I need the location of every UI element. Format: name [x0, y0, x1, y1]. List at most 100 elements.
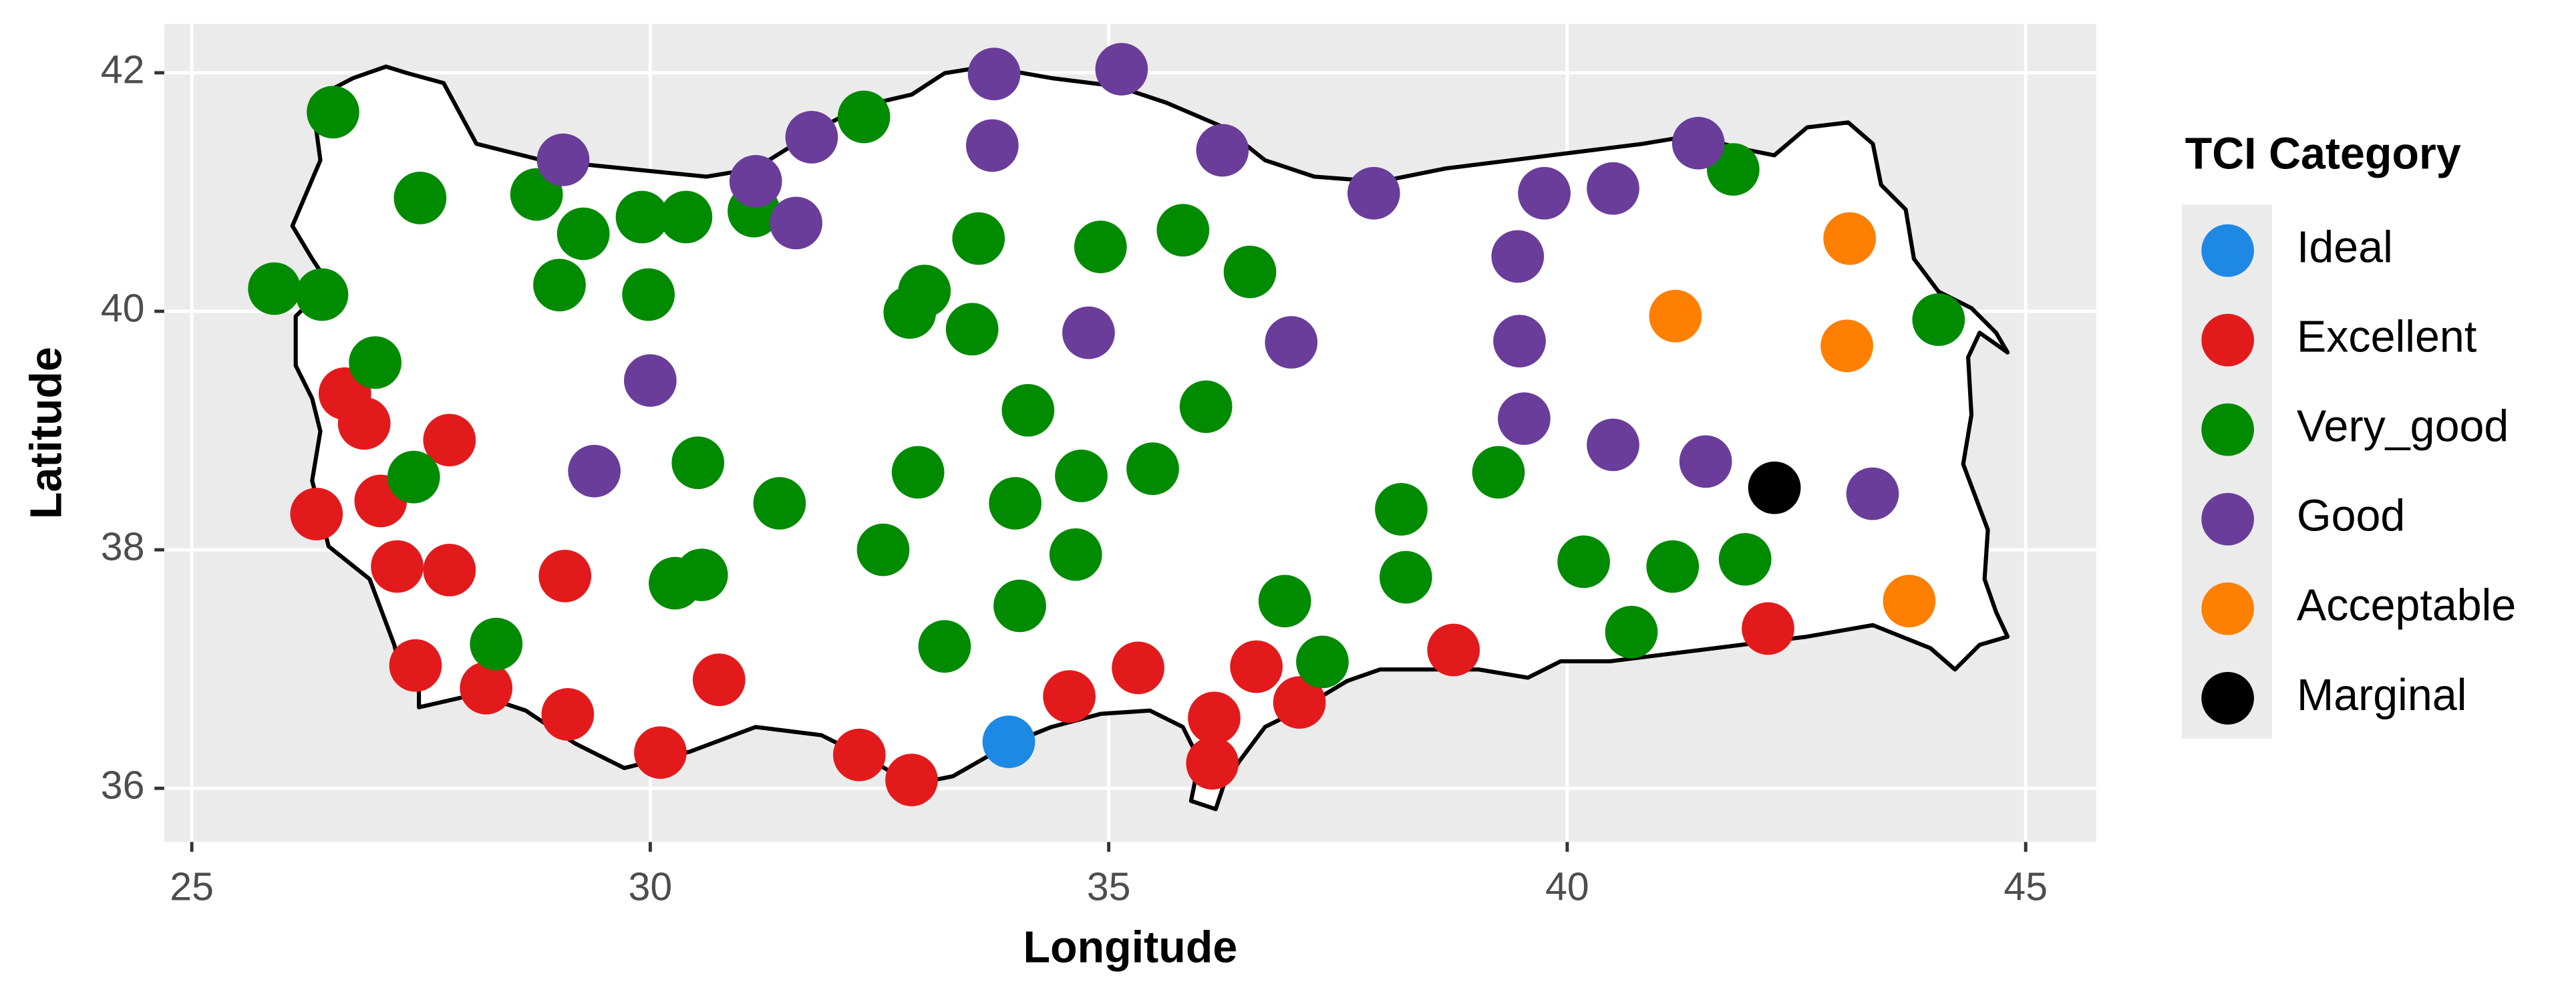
legend-key: [2201, 403, 2254, 456]
point: [1186, 737, 1239, 790]
legend-key: [2201, 492, 2254, 546]
legend-label: Marginal: [2297, 671, 2467, 720]
point: [1223, 245, 1277, 299]
y-tick-label: 42: [101, 48, 145, 92]
point: [622, 268, 675, 321]
x-tick-label: 30: [629, 864, 673, 908]
point: [1846, 467, 1899, 520]
point: [1649, 289, 1702, 343]
point: [1427, 623, 1480, 677]
point: [832, 728, 886, 782]
point: [1493, 315, 1546, 367]
point: [1491, 230, 1545, 283]
legend: Ideal Excellent Very_good Good Acceptable Mar…: [2201, 223, 2516, 725]
point: [753, 477, 806, 530]
point: [470, 617, 523, 671]
y-tick-label: 40: [101, 287, 145, 331]
legend-label: Ideal: [2297, 223, 2393, 273]
point: [1062, 306, 1115, 359]
point: [1587, 418, 1639, 472]
point: [556, 207, 610, 261]
point: [1265, 316, 1318, 369]
legend-key: [2201, 313, 2254, 367]
point: [307, 86, 359, 139]
x-tick-label: 25: [170, 864, 214, 908]
point: [1296, 635, 1349, 689]
legend-label: Very_good: [2297, 402, 2509, 452]
point: [1498, 392, 1551, 446]
point: [952, 212, 1005, 265]
point: [989, 477, 1042, 530]
point: [1043, 670, 1096, 723]
point: [1912, 293, 1965, 346]
point: [371, 540, 424, 593]
point: [1605, 605, 1658, 659]
point: [967, 47, 1021, 101]
point: [1820, 319, 1873, 373]
point: [290, 488, 343, 540]
point: [1258, 574, 1311, 628]
point: [1587, 162, 1639, 215]
point: [891, 446, 945, 499]
legend-label: Acceptable: [2297, 581, 2516, 631]
y-tick-label: 36: [101, 764, 145, 808]
legend-title: TCI Category: [2185, 129, 2461, 178]
point: [675, 548, 728, 601]
point: [659, 190, 713, 244]
point: [885, 754, 938, 806]
point: [692, 653, 746, 706]
point: [1055, 450, 1108, 502]
points: [248, 43, 1965, 806]
point: [1273, 676, 1326, 729]
legend-label: Excellent: [2297, 313, 2476, 362]
point: [966, 119, 1019, 172]
point: [1472, 446, 1525, 499]
point: [1380, 550, 1432, 604]
x-axis-title: Longitude: [1023, 923, 1238, 972]
point: [1518, 166, 1571, 220]
point: [1230, 640, 1283, 693]
legend-key: [2201, 224, 2254, 277]
point: [1126, 442, 1179, 495]
point: [785, 111, 838, 164]
point: [1679, 435, 1732, 488]
point: [1179, 380, 1233, 434]
point: [389, 639, 442, 692]
y-tick-label: 38: [101, 525, 145, 569]
y-axis-title: Latitude: [21, 347, 71, 519]
x-tick-label: 35: [1087, 864, 1131, 908]
point: [634, 726, 687, 779]
point: [387, 450, 440, 504]
point: [423, 544, 476, 597]
point: [1748, 461, 1801, 514]
point: [1095, 43, 1148, 96]
point: [1883, 574, 1936, 628]
point: [349, 336, 401, 389]
point: [533, 259, 586, 312]
point: [624, 354, 677, 407]
point: [1557, 535, 1610, 589]
point: [1156, 204, 1210, 257]
point: [460, 661, 513, 715]
point: [536, 133, 590, 186]
point: [1671, 116, 1725, 170]
point: [541, 688, 595, 741]
legend-label: Good: [2297, 492, 2405, 541]
point: [1823, 212, 1877, 265]
point: [770, 196, 822, 250]
point: [1196, 124, 1249, 177]
axes: 25 30 35 40 45 36 38 40 42: [101, 48, 2048, 909]
point: [883, 286, 937, 339]
point: [945, 303, 999, 356]
point: [1112, 641, 1164, 695]
point: [393, 172, 447, 224]
point: [1646, 540, 1700, 593]
x-tick-label: 45: [2003, 864, 2048, 908]
point: [1347, 166, 1400, 220]
point: [615, 190, 669, 244]
point: [1074, 220, 1127, 273]
point: [423, 413, 476, 467]
legend-key-bg: [2181, 204, 2273, 739]
